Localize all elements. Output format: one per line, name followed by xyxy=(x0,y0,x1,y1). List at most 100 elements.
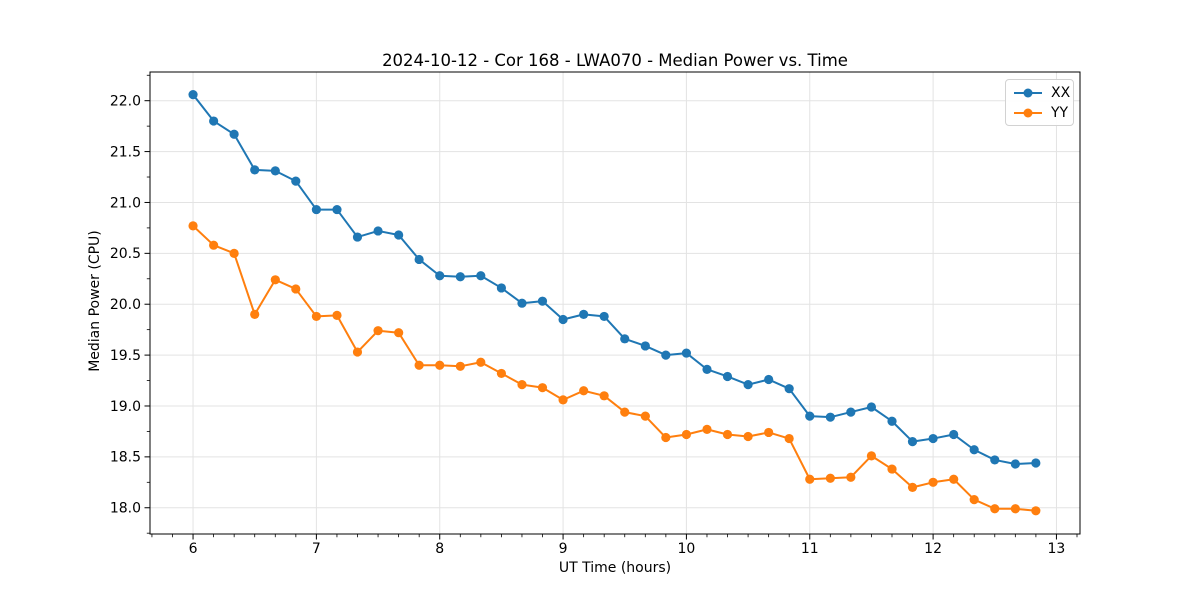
series-xx-marker xyxy=(1010,459,1020,469)
x-tick-label: 13 xyxy=(1048,541,1066,557)
series-xx-marker xyxy=(928,433,938,444)
series-xx-marker xyxy=(825,412,835,422)
y-tick-label: 19.0 xyxy=(110,399,141,415)
x-tick-label: 11 xyxy=(801,541,819,557)
series-xx-marker xyxy=(250,165,260,175)
series-xx-marker xyxy=(1031,458,1041,468)
series-xx-marker xyxy=(332,204,342,215)
y-tick-label: 20.0 xyxy=(110,297,141,313)
series-yy-marker xyxy=(579,386,589,396)
series-yy-marker xyxy=(1031,506,1041,516)
series-xx-marker xyxy=(537,296,548,306)
plot-frame xyxy=(149,71,1081,535)
y-tick-label: 18.0 xyxy=(110,501,141,517)
x-tick-label: 7 xyxy=(312,541,321,557)
series-yy-marker xyxy=(455,361,465,371)
series-yy-marker xyxy=(517,380,527,390)
series-yy-marker xyxy=(209,240,219,250)
series-yy-marker xyxy=(640,411,650,421)
series-yy-marker xyxy=(805,474,815,484)
series-yy-marker xyxy=(270,275,280,285)
series-yy-marker xyxy=(435,360,445,370)
series-yy-marker xyxy=(764,427,774,438)
series-xx-line xyxy=(192,93,1037,465)
legend-label-xx: XX xyxy=(1051,85,1071,101)
x-tick-label: 6 xyxy=(189,541,198,557)
series-xx-marker xyxy=(784,384,794,394)
series-yy-marker xyxy=(661,432,671,443)
series-yy-marker xyxy=(681,429,692,440)
series-xx-marker xyxy=(476,271,486,281)
series-yy-marker xyxy=(476,357,486,367)
series-xx-marker xyxy=(661,350,671,360)
series-yy-marker xyxy=(949,474,959,484)
series-yy-marker xyxy=(229,248,239,258)
series-yy-marker xyxy=(332,310,342,321)
series-yy-marker xyxy=(990,504,1000,514)
series-xx-marker xyxy=(949,429,959,440)
x-tick-label: 12 xyxy=(924,541,942,557)
series-yy-line xyxy=(192,224,1037,512)
series-xx-marker xyxy=(907,437,918,447)
series-xx-marker xyxy=(517,298,527,308)
x-tick-label: 10 xyxy=(678,541,696,557)
series-yy-marker xyxy=(928,477,938,487)
series-xx-marker xyxy=(414,254,424,265)
series-xx-marker xyxy=(990,455,1000,465)
x-axis-label: UT Time (hours) xyxy=(558,560,672,576)
series-xx-marker xyxy=(681,348,692,358)
y-tick-label: 21.5 xyxy=(110,144,141,160)
series-yy-marker xyxy=(394,328,404,338)
series-yy-marker xyxy=(188,221,198,231)
series-yy-marker xyxy=(250,309,260,319)
y-tick-label: 19.5 xyxy=(110,348,141,364)
y-tick-label: 20.5 xyxy=(110,246,141,262)
series-xx-marker xyxy=(805,411,815,421)
legend-item-xx: XX xyxy=(1012,83,1073,103)
series-yy-marker xyxy=(558,395,568,405)
series-yy-marker xyxy=(291,284,301,294)
series-xx-marker xyxy=(866,402,877,412)
series-xx-marker xyxy=(887,416,897,426)
series-yy-marker xyxy=(825,473,835,483)
series-yy-marker xyxy=(784,433,794,444)
series-yy-marker xyxy=(907,482,918,492)
series-yy-marker xyxy=(887,464,897,474)
series-xx-marker xyxy=(558,314,568,325)
series-yy-marker xyxy=(496,368,506,379)
series-xx-marker xyxy=(209,116,219,126)
series-yy-marker xyxy=(1010,504,1020,514)
y-tick-label: 21.0 xyxy=(110,195,141,211)
series-xx-marker xyxy=(969,445,979,455)
series-xx-marker xyxy=(743,380,753,390)
x-tick-label: 9 xyxy=(559,541,568,557)
series-xx-marker xyxy=(394,230,404,240)
series-xx-marker xyxy=(270,166,280,176)
series-xx-marker xyxy=(640,341,650,351)
series-yy-marker xyxy=(537,383,548,393)
series-xx-marker xyxy=(846,407,856,417)
series-xx-marker xyxy=(722,371,733,382)
x-tick-label: 8 xyxy=(435,541,444,557)
series-yy-marker xyxy=(743,431,753,442)
series-yy-marker xyxy=(373,326,383,336)
series-xx-marker xyxy=(455,272,465,282)
series-xx-marker xyxy=(620,334,630,344)
series-xx-marker xyxy=(579,309,589,319)
series-yy-marker xyxy=(846,472,856,482)
legend-line-sample-xx xyxy=(1014,88,1042,98)
chart-title: 2024-10-12 - Cor 168 - LWA070 - Median P… xyxy=(382,51,848,70)
series-yy-marker xyxy=(352,347,363,357)
series-xx-marker xyxy=(435,271,445,281)
series-yy-marker xyxy=(702,424,712,434)
series-yy-marker xyxy=(866,451,877,461)
legend-item-yy: YY xyxy=(1012,103,1073,123)
series-xx-marker xyxy=(702,364,712,374)
series-xx-marker xyxy=(496,283,506,293)
series-yy-marker xyxy=(620,407,630,417)
series-xx-marker xyxy=(599,311,609,322)
series-yy-marker xyxy=(599,391,609,401)
series-yy-marker xyxy=(414,360,424,370)
